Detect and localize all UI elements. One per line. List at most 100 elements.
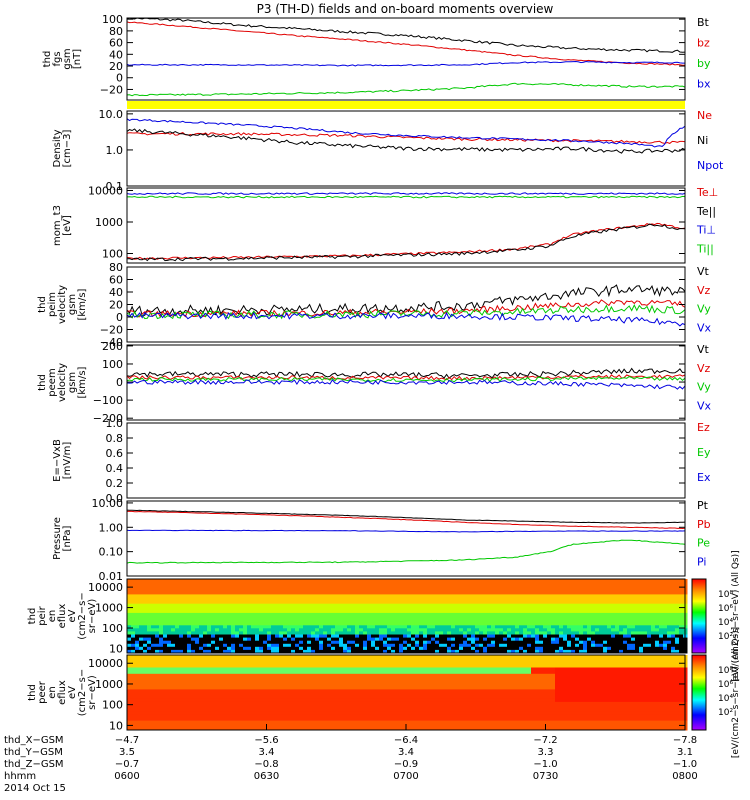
- ytick-label: 100: [102, 13, 123, 26]
- ylabel-line: peer: [37, 680, 48, 704]
- series-density-0: [126, 132, 686, 144]
- ylabel-line: E=−VxB: [52, 439, 63, 482]
- ytick-label: 10.00: [92, 497, 124, 510]
- ytick-label: 20: [109, 60, 123, 73]
- plot-title: P3 (TH-D) fields and on-board moments ov…: [257, 2, 554, 16]
- legend-temperature-2: Ti⊥: [696, 224, 716, 237]
- xaxis-tick-value: 3.4: [259, 747, 275, 758]
- ylabel-line: [nPa]: [62, 525, 73, 551]
- colorbar-tick: 10²: [718, 632, 733, 642]
- legend-efield-1: Ey: [697, 446, 711, 459]
- series-fgs-0: [126, 17, 686, 53]
- ytick-label: −40: [100, 336, 123, 349]
- ytick-label: 1000: [95, 678, 123, 691]
- series-peem_velocity-3: [126, 379, 686, 390]
- quality-flag-bar: [127, 101, 685, 109]
- series-pressure-2: [126, 539, 686, 564]
- colorbar-tick: 10⁴: [718, 618, 733, 628]
- xaxis-tick-value: 0700: [393, 771, 418, 782]
- panel-temperature: 10000 1000 100 mom_t3 [eV] Te⊥ Te|| Ti⊥ Ti||: [52, 184, 718, 264]
- ylabel-line: thd: [37, 374, 48, 391]
- xaxis-row-label: thd_X−GSM: [4, 735, 64, 746]
- colorbar-tick: 10⁸: [718, 666, 733, 676]
- ytick-label: 1000: [95, 216, 123, 229]
- ytick-label: 100: [102, 358, 123, 371]
- ylabel-line: [cm−3]: [62, 130, 73, 168]
- legend-pressure-3: Pi: [697, 555, 706, 568]
- panel-density: 10.0 1.0 0.1 Density [cm−3] Ne Ni Npot: [52, 108, 724, 193]
- series-temperature-1: [126, 223, 686, 262]
- ytick-label: 0.6: [106, 447, 124, 460]
- series-fgs-1: [126, 21, 686, 66]
- ylabel-line: thd: [42, 51, 53, 68]
- ytick-label: −200: [93, 412, 123, 425]
- colorbar-tick: 10²: [718, 708, 733, 718]
- panel-pressure: 10.00 1.00 0.10 0.01 Pressure [nPa] Pt Pb Pe Pi: [52, 497, 711, 583]
- series-pressure-0: [126, 509, 686, 524]
- xaxis-row-label: thd_Z−GSM: [4, 759, 64, 770]
- ylabel-line: Pressure: [52, 517, 63, 560]
- ytick-label: 1.00: [99, 521, 124, 534]
- series-peem_velocity-0: [126, 367, 686, 379]
- ytick-label: 200: [102, 340, 123, 353]
- xaxis-tick-value: −6.4: [394, 735, 418, 746]
- xaxis-tick-value: 3.3: [538, 747, 554, 758]
- xaxis-tick-value: −1.0: [533, 759, 557, 770]
- ytick-label: 0: [116, 311, 123, 324]
- xaxis-tick-value: −7.2: [533, 735, 557, 746]
- colorbar-label: [eV/(cm2−s−sr−eV) (All Qs)]: [731, 627, 741, 758]
- colorbar-2: 10⁸ 10⁶ 10⁴ 10²[eV/(cm2−s−sr−eV) (All Qs)]: [691, 627, 741, 758]
- ylabel-line: eV: [67, 686, 78, 699]
- xaxis-tick-value: −0.9: [394, 759, 418, 770]
- xaxis-tick-value: −7.8: [673, 735, 697, 746]
- legend-fgs-3: bx: [697, 78, 711, 91]
- series-peem_velocity-1: [126, 374, 686, 381]
- ytick-label: −100: [93, 394, 123, 407]
- ylabel-line: mom_t3: [52, 205, 63, 246]
- legend-peim_velocity-1: Vz: [697, 284, 711, 297]
- series-density-2: [126, 118, 686, 148]
- xaxis-tick-value: −0.7: [115, 759, 139, 770]
- series-fgs-2: [126, 82, 686, 97]
- ylabel-line: peir: [37, 605, 48, 625]
- panel-efield: 1.0 0.8 0.6 0.4 0.2 0.0 E=−VxB [mV/m] Ez Ey Ex: [52, 417, 711, 505]
- panel-peir: 10000 1000 100 10 thd peir en eflux eV (cm2−s− sr−…: [27, 578, 688, 655]
- ytick-label: 60: [109, 274, 123, 287]
- series-temperature-0: [126, 222, 686, 260]
- xaxis-tick-value: 3.4: [398, 747, 414, 758]
- ylabel-line: eflux: [57, 604, 68, 629]
- legend-pressure-0: Pt: [697, 499, 709, 512]
- ytick-label: 10: [109, 719, 123, 732]
- legend-peim_velocity-3: Vx: [697, 321, 712, 334]
- ylabel-line: sr−eV): [87, 599, 98, 634]
- legend-peem_velocity-1: Vz: [697, 362, 711, 375]
- legend-pressure-2: Pe: [697, 537, 710, 550]
- ytick-label: 0.0: [106, 492, 124, 505]
- panel-peem_velocity: 200 100 0 −100 −200 thd peem velocity gsm [km/s] V…: [37, 340, 712, 425]
- xaxis-row-label: thd_Y−GSM: [4, 747, 63, 758]
- legend-fgs-2: by: [697, 57, 711, 70]
- ytick-label: 10: [109, 642, 123, 655]
- colorbar-1: 10⁸ 10⁶ 10⁴ 10²[eV/(cm2−s−sr−eV) (All Qs)]: [691, 550, 741, 682]
- ytick-label: 1.0: [106, 144, 124, 157]
- ylabel-line: Density: [52, 129, 63, 167]
- legend-temperature-0: Te⊥: [696, 186, 718, 199]
- ylabel-line: velocity: [57, 285, 68, 324]
- ytick-label: 10.0: [99, 108, 124, 121]
- xaxis-tick-value: −0.8: [254, 759, 278, 770]
- legend-efield-2: Ex: [697, 471, 711, 484]
- legend-fgs-1: bz: [697, 37, 710, 50]
- xaxis-row-label: 2014 Oct 15: [4, 783, 66, 794]
- series-pressure-1: [126, 510, 686, 530]
- ytick-label: 60: [109, 37, 123, 50]
- ylabel-line: en: [47, 686, 58, 699]
- ytick-label: 80: [109, 261, 123, 274]
- ytick-label: 1.0: [106, 417, 124, 430]
- xaxis-tick-value: 0600: [114, 771, 139, 782]
- ytick-label: 0.1: [106, 180, 124, 193]
- legend-pressure-1: Pb: [697, 518, 711, 531]
- ytick-label: 40: [109, 48, 123, 61]
- ylabel-line: (cm2−s−: [77, 592, 88, 639]
